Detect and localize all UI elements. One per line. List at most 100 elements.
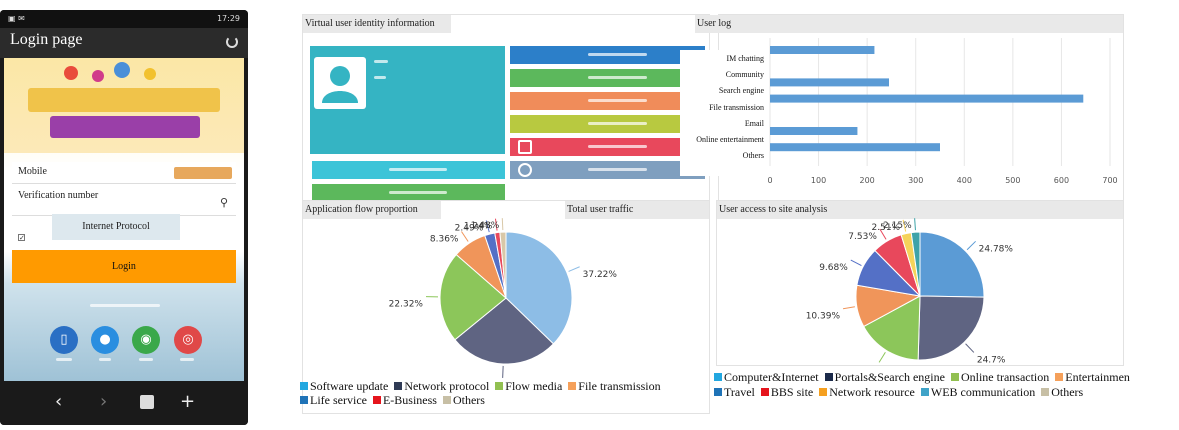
legend-swatch [394,382,403,390]
wechat-login-caption [139,358,153,361]
pie-slice [910,231,921,297]
legend-item[interactable]: Portals&Search engine [824,370,945,384]
legend-swatch [300,396,308,404]
legend-item[interactable]: Network resource [819,385,915,399]
legend-item[interactable]: File transmission [568,379,661,393]
x-tick-label: 100 [811,176,826,185]
user-avatar [314,57,366,109]
log-category-labels [680,50,766,176]
add-tab-icon[interactable]: + [180,391,196,412]
legend-item[interactable]: Network protocol [394,379,489,393]
app-flow-title: Application flow proportion [303,201,441,219]
legend-label: E-Business [382,393,437,407]
bar [770,78,889,87]
legend-swatch [920,388,929,396]
legend-item[interactable]: Online transaction [950,370,1050,384]
y-tick-label: IM chatting [726,54,764,63]
legend-item[interactable]: BBS site [760,385,813,399]
email-field [510,115,705,133]
legend-label: Travel [724,385,755,399]
blurred-value [588,76,647,79]
mobile-field[interactable]: Mobile [12,162,236,184]
slice-value-label: 7.53% [848,232,877,242]
app-flow-legend: Software update Network protocol Flow medi… [300,377,710,407]
get-code-button[interactable] [174,167,232,179]
x-tick-label: 700 [1102,176,1117,185]
legend-row: Travel BBS site Network resource WEB commun… [714,383,1179,399]
tabs-icon[interactable] [140,395,154,409]
legend-item[interactable]: Entertainmen [1055,370,1130,384]
ip-tooltip: Internet Protocol [52,214,180,240]
legend-item[interactable]: Software update [300,379,388,393]
legend-item[interactable]: Others [442,393,485,407]
user-icon [322,66,358,103]
y-tick-label: Email [744,118,764,128]
qq-login-button[interactable]: ● [91,326,119,354]
legend-item[interactable]: Travel [714,385,755,399]
user-log-bar-chart: 0 100 200 300 400 500 600 700 [767,38,1118,185]
legend-label: Others [1051,385,1084,399]
blurred-value [588,145,647,148]
legend-row: Life service E-Business Others [300,391,710,407]
legend-label: File transmission [578,379,661,393]
blurred-value [389,191,448,194]
user-label-blurred [374,60,388,63]
legend-label: WEB communication [930,385,1036,399]
legend-item[interactable]: E-Business [372,393,437,407]
balloon-decoration [92,70,104,82]
forward-icon[interactable]: › [100,391,108,412]
app-title-bar: Login page [0,28,248,58]
banner-text-line-2 [50,116,200,138]
blurred-value [389,168,448,171]
legend-label: Network protocol [404,379,490,393]
wechat-login-button[interactable]: ◉ [132,326,160,354]
legend-swatch [760,388,769,396]
user-log-title: User log [695,15,1123,33]
y-tick-label: Online entertainment [696,135,764,144]
weibo-login-caption [180,358,194,361]
legend-row: Software update Network protocol Flow medi… [300,377,710,393]
weibo-field [510,138,705,156]
legend-label: Others [452,393,485,407]
phone-login-button[interactable]: ▯ [50,326,78,354]
legend-item[interactable]: Others [1041,385,1083,399]
pie-slice [863,295,921,361]
x-tick-label: 0 [767,176,772,185]
legend-item[interactable]: Life service [300,393,367,407]
pie-slice [439,253,507,341]
leader-line [501,218,504,231]
balloon-decoration [114,62,130,78]
qq-login-caption [99,358,111,361]
remember-checkbox[interactable]: ✓ [18,234,25,242]
site-access-pie-chart: 24.78% 24.7% 10.39% 9.68% 7.53%2.51%2.15% [806,218,1013,365]
refresh-icon[interactable] [226,36,238,48]
x-tick-label: 200 [860,176,875,185]
verification-field[interactable]: Verification number ⚲ [12,186,236,216]
legend-label: Portals&Search engine [834,370,945,384]
legend-item[interactable]: WEB communication [920,385,1036,399]
total-traffic-title: Total user traffic [565,201,709,219]
leader-line [485,220,490,233]
slice-value-label: 1.24% [464,222,493,232]
leader-line [502,365,504,378]
legend-item[interactable]: Flow media [495,379,562,393]
legend-row: Computer&Internet Portals&Search engine On… [714,368,1179,384]
weibo-login-button[interactable]: ◎ [174,326,202,354]
qq-field [510,46,705,64]
balloon-decoration [64,66,78,80]
legend-swatch [714,388,722,396]
back-icon[interactable]: ‹ [55,391,63,412]
site-access-title: User access to site analysis [717,201,1123,219]
leader-line [902,219,907,232]
clock-icon [518,163,532,177]
leader-line [965,343,975,353]
phone-number-field [312,161,505,179]
blurred-value [588,99,647,102]
bar [770,94,1084,103]
login-button[interactable]: Login [12,250,236,283]
third-party-login-caption [90,304,160,307]
legend-label: Online transaction [960,370,1050,384]
legend-swatch [714,373,722,381]
login-time-field [510,161,705,179]
legend-item[interactable]: Computer&Internet [714,370,819,384]
